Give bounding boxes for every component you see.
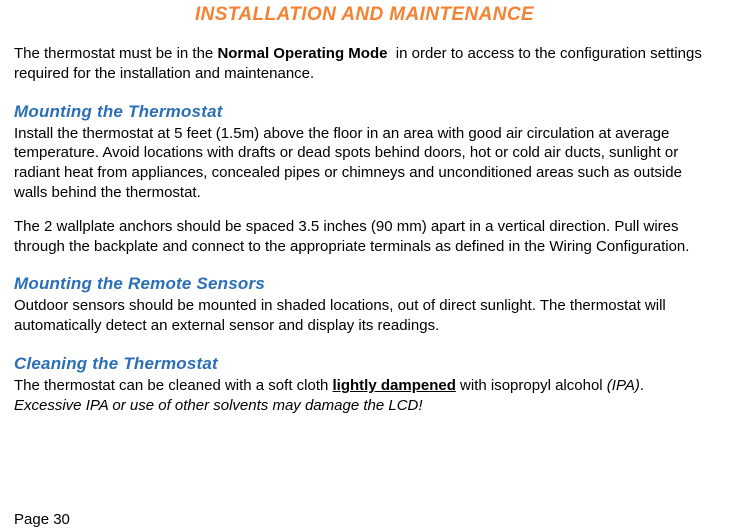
heading-cleaning: Cleaning the Thermostat xyxy=(14,354,715,374)
intro-pre: The thermostat must be in the xyxy=(14,45,217,62)
cleaning-period: . xyxy=(640,377,644,394)
cleaning-warning: Excessive IPA or use of other solvents m… xyxy=(14,397,423,414)
document-page: INSTALLATION AND MAINTENANCE The thermos… xyxy=(0,0,729,416)
mounting-sensors-p1: Outdoor sensors should be mounted in sha… xyxy=(14,296,715,336)
intro-bold: Normal Operating Mode xyxy=(217,45,387,62)
heading-mounting-sensors: Mounting the Remote Sensors xyxy=(14,274,715,294)
mounting-thermostat-p1: Install the thermostat at 5 feet (1.5m) … xyxy=(14,124,715,203)
mounting-thermostat-p2: The 2 wallplate anchors should be spaced… xyxy=(14,217,715,257)
cleaning-pre: The thermostat can be cleaned with a sof… xyxy=(14,377,333,394)
cleaning-ipa: (IPA) xyxy=(607,377,640,394)
cleaning-ul: lightly dampened xyxy=(333,377,456,394)
page-title: INSTALLATION AND MAINTENANCE xyxy=(14,4,715,26)
cleaning-p1: The thermostat can be cleaned with a sof… xyxy=(14,376,715,416)
heading-mounting-thermostat: Mounting the Thermostat xyxy=(14,102,715,122)
intro-paragraph: The thermostat must be in the Normal Ope… xyxy=(14,44,715,84)
cleaning-mid: with isopropyl alcohol xyxy=(456,377,607,394)
page-number: Page 30 xyxy=(14,511,70,528)
